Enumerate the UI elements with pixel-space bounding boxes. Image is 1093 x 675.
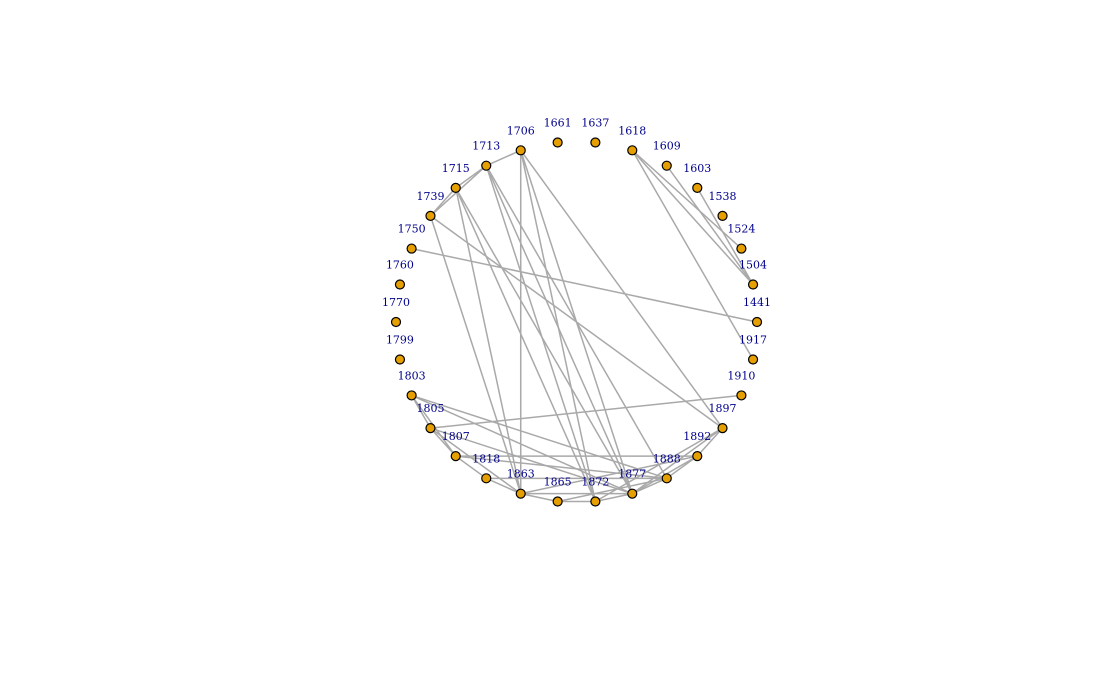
node-1877 <box>627 488 638 499</box>
node-label-1706: 1706 <box>507 124 535 137</box>
node-label-1750: 1750 <box>398 223 426 236</box>
node-1807 <box>450 451 461 462</box>
node-label-1713: 1713 <box>472 140 500 153</box>
edge-1713-1715 <box>455 165 487 189</box>
node-1715 <box>450 182 461 193</box>
node-label-1917: 1917 <box>739 334 767 347</box>
node-label-1888: 1888 <box>653 452 681 465</box>
edge-1618-1917 <box>631 149 754 360</box>
node-label-1739: 1739 <box>416 190 444 203</box>
node-1818 <box>481 473 492 484</box>
edge-layer <box>410 149 758 503</box>
node-1538 <box>717 210 728 222</box>
edge-1706-1713 <box>485 149 522 167</box>
node-1618 <box>627 145 638 156</box>
node-label-1872: 1872 <box>581 476 609 489</box>
edge-1888-1892 <box>666 455 698 479</box>
node-label-1892: 1892 <box>683 430 711 443</box>
node-1713 <box>481 160 492 171</box>
node-1524 <box>736 243 747 254</box>
edge-1739-1863 <box>429 215 522 494</box>
edge-1818-1863 <box>485 477 522 495</box>
edge-1872-1877 <box>595 492 633 503</box>
node-1799 <box>394 354 406 365</box>
edge-1715-1739 <box>429 187 457 217</box>
edge-1715-1872 <box>455 187 597 502</box>
edge-1603-1504 <box>696 187 754 285</box>
edge-1713-1872 <box>485 165 597 502</box>
node-label-1807: 1807 <box>442 430 470 443</box>
node-label-1818: 1818 <box>472 452 500 465</box>
edge-1803-1888 <box>411 394 667 480</box>
node-1917 <box>747 354 759 365</box>
node-label-1441: 1441 <box>743 296 771 309</box>
edge-1877-1897 <box>631 427 723 495</box>
edge-1863-1865 <box>520 492 558 503</box>
edge-1863-1892 <box>520 455 698 495</box>
node-1504 <box>747 279 759 290</box>
node-label-1897: 1897 <box>709 402 737 415</box>
node-1603 <box>692 182 703 193</box>
node-label-1910: 1910 <box>727 369 755 382</box>
node-label-1524: 1524 <box>727 223 755 236</box>
node-1770 <box>390 316 402 328</box>
node-1739 <box>425 210 436 222</box>
edge-1618-1504 <box>631 149 754 285</box>
node-label-1770: 1770 <box>382 296 410 309</box>
edge-1713-1877 <box>485 165 633 494</box>
node-label-1661: 1661 <box>544 116 572 129</box>
node-1637 <box>590 137 601 148</box>
edge-1715-1877 <box>455 187 633 495</box>
node-label-1504: 1504 <box>739 258 767 271</box>
node-1706 <box>515 145 526 156</box>
edge-1706-1897 <box>520 149 724 429</box>
node-label-1609: 1609 <box>653 140 681 153</box>
node-1910 <box>736 390 747 401</box>
node-label-1877: 1877 <box>618 468 646 481</box>
edge-1739-1897 <box>430 215 723 429</box>
edge-1609-1504 <box>666 165 754 285</box>
node-label-1803: 1803 <box>398 369 426 382</box>
node-1805 <box>425 422 436 434</box>
node-1803 <box>406 390 417 401</box>
node-1888 <box>661 473 672 484</box>
edge-1805-1863 <box>430 427 522 495</box>
node-1760 <box>394 279 406 290</box>
node-1750 <box>406 243 417 254</box>
node-label-1805: 1805 <box>416 402 444 415</box>
edge-1715-1863 <box>454 187 522 494</box>
node-1897 <box>717 422 728 434</box>
edge-1807-1888 <box>455 455 667 480</box>
edge-1805-1807 <box>429 427 457 457</box>
node-label-1865: 1865 <box>544 476 572 489</box>
edge-1750-1441 <box>411 247 758 323</box>
node-label-1603: 1603 <box>683 162 711 175</box>
node-label-1618: 1618 <box>618 124 646 137</box>
edge-1872-1897 <box>594 427 723 503</box>
node-label-1715: 1715 <box>442 162 470 175</box>
node-1609 <box>661 160 672 171</box>
node-label-1863: 1863 <box>507 468 535 481</box>
edge-1807-1818 <box>455 455 487 479</box>
node-label-1538: 1538 <box>709 190 737 203</box>
node-1872 <box>590 496 601 507</box>
node-1863 <box>515 488 526 499</box>
node-label-1799: 1799 <box>386 334 414 347</box>
node-label-1637: 1637 <box>581 116 609 129</box>
node-1892 <box>692 451 703 462</box>
edge-1805-1910 <box>430 394 742 429</box>
node-1661 <box>552 137 563 148</box>
node-layer <box>390 137 763 507</box>
node-1865 <box>552 496 563 507</box>
node-1441 <box>751 316 763 328</box>
edge-1892-1897 <box>696 427 724 457</box>
edge-1805-1877 <box>430 427 633 495</box>
node-label-1760: 1760 <box>386 258 414 271</box>
